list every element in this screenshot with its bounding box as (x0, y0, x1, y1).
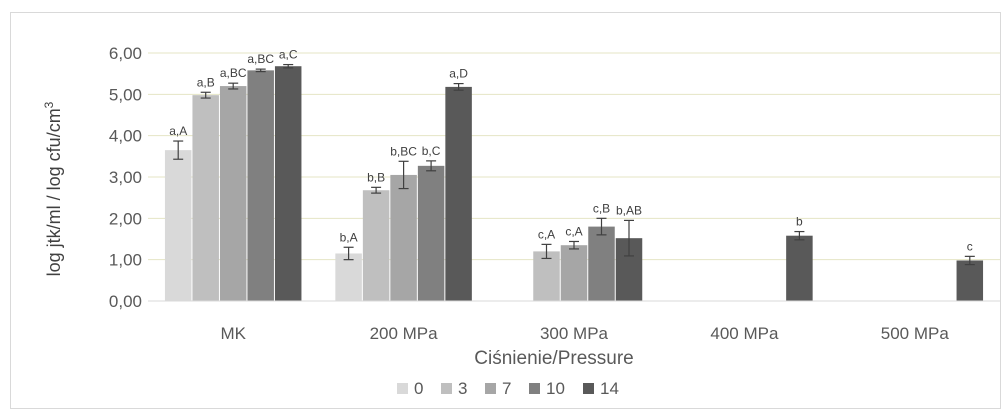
legend-label: 14 (600, 379, 619, 398)
bar (164, 150, 192, 301)
y-axis-title-main: log jtk/ml / log cfu/cm (44, 108, 64, 276)
data-label: b,C (422, 144, 441, 158)
x-axis-categories: MK 200 MPa 300 MPa 400 MPa 500 MPa (220, 324, 949, 343)
legend-swatch (397, 383, 408, 394)
data-label: c (967, 239, 973, 253)
legend-label: 0 (414, 379, 423, 398)
data-label: b,B (367, 170, 385, 184)
data-label: b (796, 215, 803, 229)
x-category-label: 500 MPa (881, 324, 950, 343)
data-label: a,BC (220, 66, 247, 80)
bars (164, 66, 984, 301)
data-label: a,B (197, 75, 215, 89)
legend: 0 3 7 10 14 (397, 379, 619, 398)
x-axis-title: Ciśnienie/Pressure (474, 348, 633, 369)
bar (956, 260, 984, 301)
bar (247, 70, 274, 301)
legend-swatch (583, 383, 594, 394)
bar (219, 86, 247, 301)
bar (786, 235, 813, 301)
bar (274, 66, 302, 301)
y-axis-ticks: 0,00 1,00 2,00 3,00 4,00 5,00 6,00 (109, 44, 142, 311)
legend-swatch (529, 383, 540, 394)
y-tick-label: 0,00 (109, 292, 142, 311)
data-label: a,C (279, 48, 298, 62)
y-tick-label: 3,00 (109, 168, 142, 187)
bar (335, 253, 362, 301)
data-label: c,A (538, 227, 555, 241)
legend-label: 3 (458, 379, 467, 398)
data-label: b,AB (616, 203, 642, 217)
x-category-label: 400 MPa (710, 324, 779, 343)
y-axis-title-superscript: 3 (42, 101, 56, 108)
bar (192, 95, 219, 301)
y-tick-label: 4,00 (109, 127, 142, 146)
y-tick-label: 5,00 (109, 85, 142, 104)
data-label: b,A (340, 230, 358, 244)
y-tick-label: 1,00 (109, 251, 142, 270)
x-category-label: MK (220, 324, 246, 343)
data-label: c,A (565, 224, 582, 238)
y-tick-label: 2,00 (109, 209, 142, 228)
x-category-label: 300 MPa (540, 324, 609, 343)
data-label: c,B (593, 201, 610, 215)
y-tick-label: 6,00 (109, 44, 142, 63)
bar (417, 165, 445, 301)
data-label: b,BC (390, 144, 417, 158)
bar (362, 190, 390, 301)
x-category-label: 200 MPa (370, 324, 439, 343)
bar (533, 251, 560, 301)
data-label: a,D (449, 67, 468, 81)
legend-swatch (441, 383, 452, 394)
y-axis-title: log jtk/ml / log cfu/cm3 (42, 101, 64, 276)
bar (588, 226, 615, 301)
legend-label: 7 (502, 379, 511, 398)
bar (560, 245, 588, 301)
error-bars (173, 63, 975, 266)
data-labels: a,A a,B a,BCa,BC a,C b,A b,B b,BC b,C a,D c,A c,A c… (169, 48, 973, 254)
legend-label: 10 (546, 379, 565, 398)
legend-swatch (485, 383, 496, 394)
bar (390, 174, 417, 301)
data-label: a,A (169, 124, 187, 138)
bar (445, 86, 472, 301)
data-label: a,BC (247, 52, 274, 66)
